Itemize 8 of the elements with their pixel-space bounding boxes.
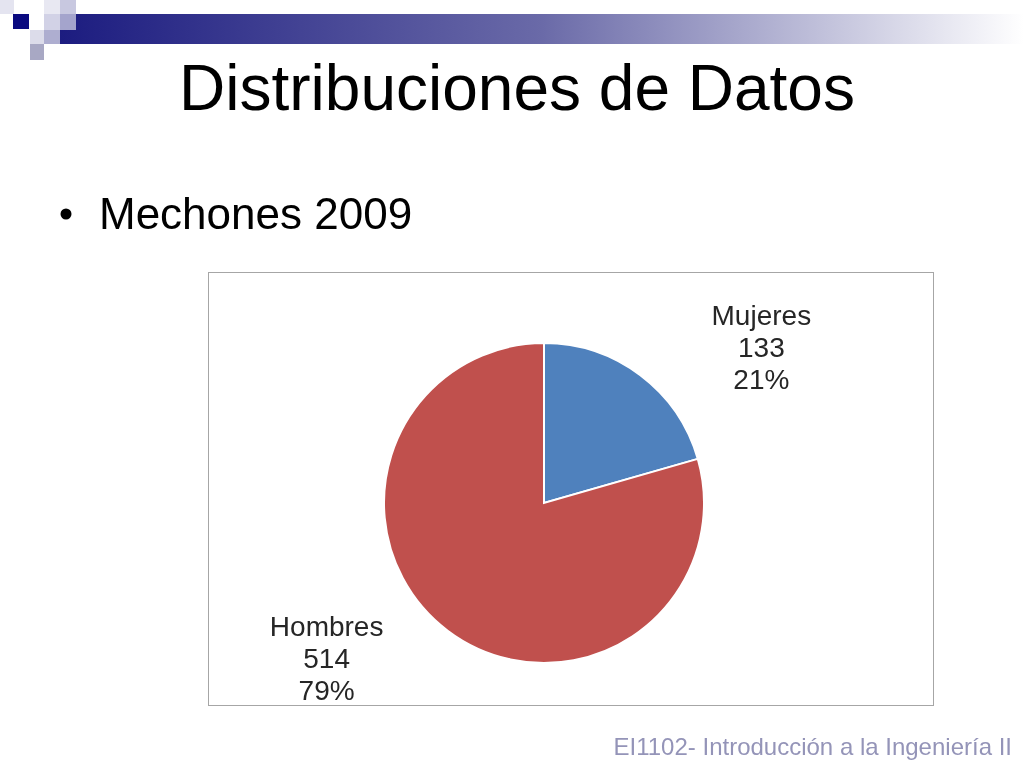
chart-title: Distribuciones de Datos — [178, 51, 856, 126]
data-label: 514 79% — [298, 643, 355, 707]
text: EI1102- Introducción a la Ingeniería II — [613, 732, 1012, 762]
slice-label: Mujeres — [711, 299, 812, 331]
pie-slice — [383, 342, 705, 664]
slice-label: Hombres — [269, 611, 384, 643]
data-label: 133 21% — [733, 331, 790, 395]
chart-subtitle: Mechones 2009 — [99, 188, 413, 240]
